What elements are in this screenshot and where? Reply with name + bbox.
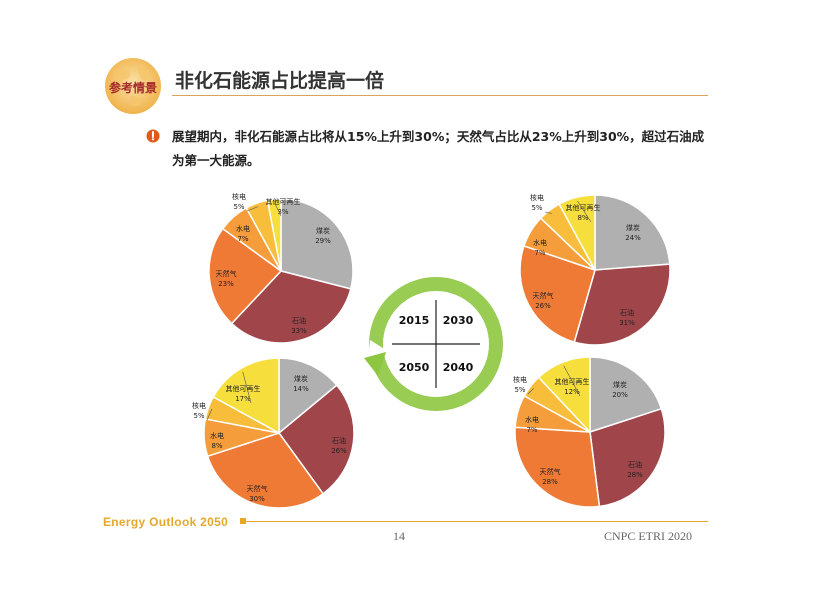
slice-label: 其他可再生 [266,197,301,206]
year-cycle-diagram: 2015 2030 2050 2040 [364,277,503,411]
pie-slice-gas [514,426,601,508]
pie-slice-gas [206,432,325,509]
page-number: 14 [393,529,405,543]
slice-label: 其他可再生 [566,203,601,212]
slice-label: 水电 [236,224,250,233]
slice-value: 5% [514,386,525,394]
page-title: 非化石能源占比提高一倍 [175,70,385,92]
slice-value: 26% [331,447,347,455]
slice-value: 20% [612,391,628,399]
slice-label: 石油 [620,308,634,317]
leader-line [563,365,581,397]
slice-label: 石油 [292,316,306,325]
pie-slice-other-renewable [558,194,596,271]
slice-value: 12% [564,388,580,396]
leader-line [206,408,213,421]
slice-label: 天然气 [540,467,561,476]
cycle-arrow-icon [364,352,386,376]
slice-label: 煤炭 [613,380,627,389]
pie-slice-oil [573,263,671,346]
slice-value: 29% [315,237,331,245]
leader-line [246,206,258,212]
slice-label: 天然气 [216,269,237,278]
slice-label: 水电 [525,415,539,424]
slice-value: 14% [293,385,309,393]
cycle-year-2040: 2040 [443,361,474,374]
pie-chart-2030: 煤炭 24% 石油 31% 天然气 26% 水电 7% 核电 5% 其他可再生 8% [519,193,671,346]
slice-value: 5% [531,204,542,212]
pie-slice-oil [277,384,355,495]
slice-label: 核电 [513,375,527,384]
slice-value: 5% [193,412,204,420]
leader-line [544,211,552,214]
leader-line [577,200,592,223]
bullet-icon [146,129,160,143]
slice-label: 石油 [628,460,642,469]
cycle-year-2030: 2030 [443,314,474,327]
slice-label: 煤炭 [316,226,330,235]
slice-label: 石油 [332,436,346,445]
slice-label: 其他可再生 [226,384,261,393]
pie-slice-other-renewable [266,198,282,272]
slice-label: 天然气 [533,291,554,300]
pie-slice-other-renewable [537,356,591,434]
slice-value: 28% [627,471,643,479]
slice-label: 水电 [533,238,547,247]
pie-slice-oil [589,407,666,508]
leader-line [242,371,252,404]
slice-value: 23% [218,280,234,288]
slice-value: 7% [534,249,545,257]
pie-slice-other-renewable [212,357,280,435]
footer-brand: Energy Outlook 2050 [103,515,229,529]
slice-label: 煤炭 [294,374,308,383]
cycle-year-2050: 2050 [399,361,430,374]
title-divider [172,95,708,96]
pie-slice-gas [519,244,596,344]
slice-value: 7% [237,235,248,243]
pie-slice-coal [278,357,338,435]
globe-badge-icon [105,58,161,114]
leader-line [274,202,282,217]
slice-value: 5% [233,203,244,211]
slice-label: 天然气 [247,484,268,493]
slice-value: 7% [526,426,537,434]
pie-chart-2015: 煤炭 29% 石油 33% 天然气 23% 水电 7% 核电 5% 其他可再生 3% [208,192,354,344]
slice-value: 28% [542,478,558,486]
slice-label: 煤炭 [626,223,640,232]
slice-value: 33% [291,327,307,335]
slice-value: 24% [625,234,641,242]
slice-value: 8% [211,442,222,450]
slice-value: 30% [249,495,265,503]
slice-label: 核电 [232,192,246,201]
slice-label: 核电 [530,193,544,202]
pie-slice-coal [594,194,671,271]
pie-slice-gas [208,227,283,325]
slice-label: 水电 [210,431,224,440]
pie-slice-coal [589,356,663,434]
badge-label: 参考情景 [108,81,157,95]
organization: CNPC ETRI 2020 [604,529,693,543]
slice-value: 31% [619,319,635,327]
bullet-text: 展望期内，非化石能源占比将从15%上升到30%；天然气占比从23%上升到30%，… [172,129,705,168]
slice-value: 8% [577,214,588,222]
slice-label: 核电 [192,401,206,410]
slice-value: 26% [535,302,551,310]
pie-chart-2050: 煤炭 14% 石油 26% 天然气 30% 水电 8% 核电 5% 其他可再生 17% [192,357,355,509]
leader-line [527,388,534,395]
pie-slice-oil [230,270,352,344]
slice-value: 3% [277,208,288,216]
footer-divider [243,521,708,522]
pie-slice-coal [280,198,354,290]
cycle-year-2015: 2015 [399,314,430,327]
slice-value: 17% [235,395,251,403]
